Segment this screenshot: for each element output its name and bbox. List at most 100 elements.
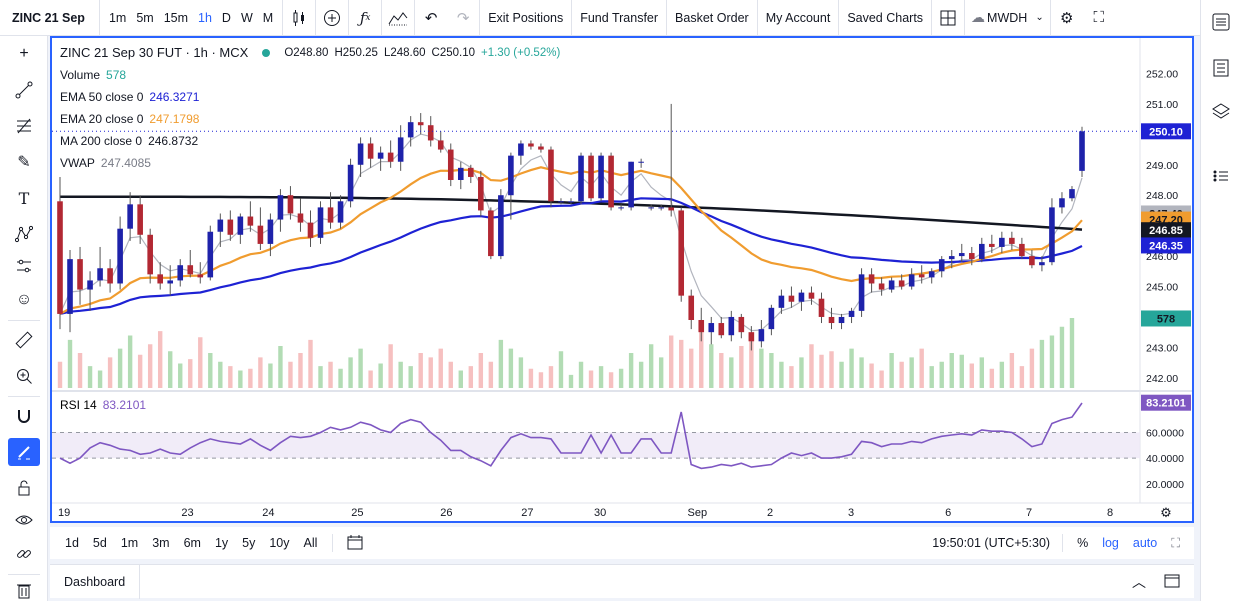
interval-d[interactable]: D (221, 10, 231, 25)
candle-body (317, 207, 324, 238)
eye-icon[interactable] (8, 506, 40, 534)
symbol-search[interactable]: ZINC 21 Sep (12, 10, 85, 25)
dashboard-tab[interactable]: Dashboard (50, 564, 141, 599)
legend-ema20-row[interactable]: EMA 20 close 0 247.1798 (60, 108, 560, 130)
dashboard-controls: ︿ (1120, 565, 1194, 599)
chevron-up-icon[interactable]: ︿ (1132, 574, 1146, 590)
candle-body (788, 295, 795, 302)
legend-volume-row[interactable]: Volume 578 (60, 64, 560, 86)
redo-icon[interactable]: ↷ (456, 9, 470, 27)
expand-icon[interactable]: ⛶ (1171, 535, 1180, 550)
volume-bar (588, 370, 594, 388)
range-1d[interactable]: 1d (65, 536, 79, 550)
zoom-in-icon[interactable] (8, 362, 40, 390)
fullscreen-icon[interactable]: ⛶ (1093, 9, 1104, 26)
add-compare-icon[interactable] (316, 0, 348, 36)
range-1y[interactable]: 1y (214, 536, 229, 550)
volume-bar (137, 354, 143, 388)
my-account-button[interactable]: My Account (765, 10, 831, 25)
templates-icon[interactable] (382, 0, 414, 36)
percent-toggle[interactable]: % (1077, 536, 1089, 550)
pattern-icon[interactable] (8, 220, 40, 248)
auto-toggle[interactable]: auto (1132, 536, 1158, 550)
toolbar-divider (348, 0, 350, 36)
volume-bar (1029, 348, 1035, 388)
volume-bar (147, 344, 153, 388)
candle-body (468, 167, 474, 177)
range-3m[interactable]: 3m (152, 536, 170, 550)
range-5d[interactable]: 5d (92, 536, 107, 550)
time-axis-label: 26 (440, 507, 452, 519)
chart-area[interactable]: 252.00251.00250.00249.00248.00247.00246.… (50, 36, 1194, 523)
volume-bar (989, 368, 995, 388)
basket-order-button[interactable]: Basket Order (675, 10, 749, 25)
fund-transfer-button[interactable]: Fund Transfer (580, 10, 659, 25)
range-5y[interactable]: 5y (242, 536, 256, 550)
interval-1m[interactable]: 1m (108, 10, 127, 25)
magnet-icon[interactable] (8, 402, 40, 430)
prediction-icon[interactable] (8, 252, 40, 280)
watchlist-icon[interactable] (1207, 8, 1235, 36)
go-to-date-icon[interactable] (341, 534, 369, 553)
interval-5m[interactable]: 5m (136, 10, 154, 25)
trash-icon[interactable] (8, 576, 40, 601)
text-tool-icon[interactable]: T (18, 188, 30, 208)
trend-line-icon[interactable] (8, 76, 40, 104)
clock-time[interactable]: 19:50:01 (UTC+5:30) (932, 536, 1051, 550)
volume-bar (528, 368, 534, 388)
candles-icon[interactable] (283, 0, 315, 36)
ruler-icon[interactable] (8, 326, 40, 354)
price-tick-label: 252.00 (1146, 68, 1178, 80)
range-1m[interactable]: 1m (120, 536, 139, 550)
candle-body (608, 155, 614, 208)
candle-body (167, 280, 174, 284)
price-axis-badge-label: 578 (1157, 313, 1175, 325)
range-10y[interactable]: 10y (269, 536, 290, 550)
link-icon[interactable] (8, 540, 40, 568)
settings-gear-icon[interactable]: ⚙ (1059, 9, 1074, 27)
lock-icon[interactable] (8, 474, 40, 502)
fib-retracement-icon[interactable] (8, 112, 40, 140)
emoji-icon[interactable]: ☺ (15, 291, 33, 308)
rsi-legend[interactable]: RSI 14 83.2101 (60, 398, 146, 412)
legend-ema50-row[interactable]: EMA 50 close 0 246.3271 (60, 86, 560, 108)
layout-grid-icon[interactable] (932, 0, 964, 36)
log-toggle[interactable]: log (1102, 536, 1119, 550)
range-6m[interactable]: 6m (183, 536, 201, 550)
volume-bar (759, 348, 764, 388)
interval-w[interactable]: W (240, 10, 253, 25)
stay-in-drawing-mode-icon[interactable] (8, 438, 40, 466)
exit-positions-button[interactable]: Exit Positions (488, 10, 564, 25)
legend-ma200-row[interactable]: MA 200 close 0 246.8732 (60, 130, 560, 152)
interval-m[interactable]: M (262, 10, 274, 25)
data-window-icon[interactable] (1207, 54, 1235, 82)
toolbar-divider (964, 0, 966, 36)
price-tick-label: 251.00 (1146, 99, 1178, 111)
layers-icon[interactable] (1207, 98, 1235, 126)
toolbar-divider (332, 534, 334, 552)
candle-body (107, 268, 113, 284)
object-tree-icon[interactable] (1207, 162, 1235, 190)
range-all[interactable]: All (303, 536, 318, 550)
toolbar-divider (315, 0, 317, 36)
undo-icon[interactable]: ↶ (424, 9, 438, 27)
vwap-name: VWAP (60, 156, 95, 170)
ema50-line (59, 197, 1083, 315)
candle-body (958, 253, 965, 257)
legend-vwap-row[interactable]: VWAP 247.4085 (60, 152, 560, 174)
volume-bar (378, 363, 383, 388)
brush-icon[interactable]: ✎ (17, 154, 31, 171)
chart-canvas[interactable]: 252.00251.00250.00249.00248.00247.00246.… (52, 38, 1192, 521)
interval-15m[interactable]: 15m (163, 10, 189, 25)
interval-1h[interactable]: 1h (198, 10, 212, 25)
maximize-icon[interactable] (1158, 574, 1194, 591)
saved-charts-button[interactable]: Saved Charts (847, 10, 924, 25)
candle-body (748, 332, 755, 342)
volume-bar (198, 337, 203, 388)
volume-bar (769, 353, 774, 388)
axis-settings-gear-icon[interactable]: ⚙ (1160, 506, 1172, 521)
legend-title[interactable]: ZINC 21 Sep 30 FUT · 1h · MCX (60, 45, 249, 60)
layout-name-button[interactable]: ☁ MWDH ⌄ (965, 0, 1050, 36)
crosshair-icon[interactable]: + (19, 45, 29, 62)
